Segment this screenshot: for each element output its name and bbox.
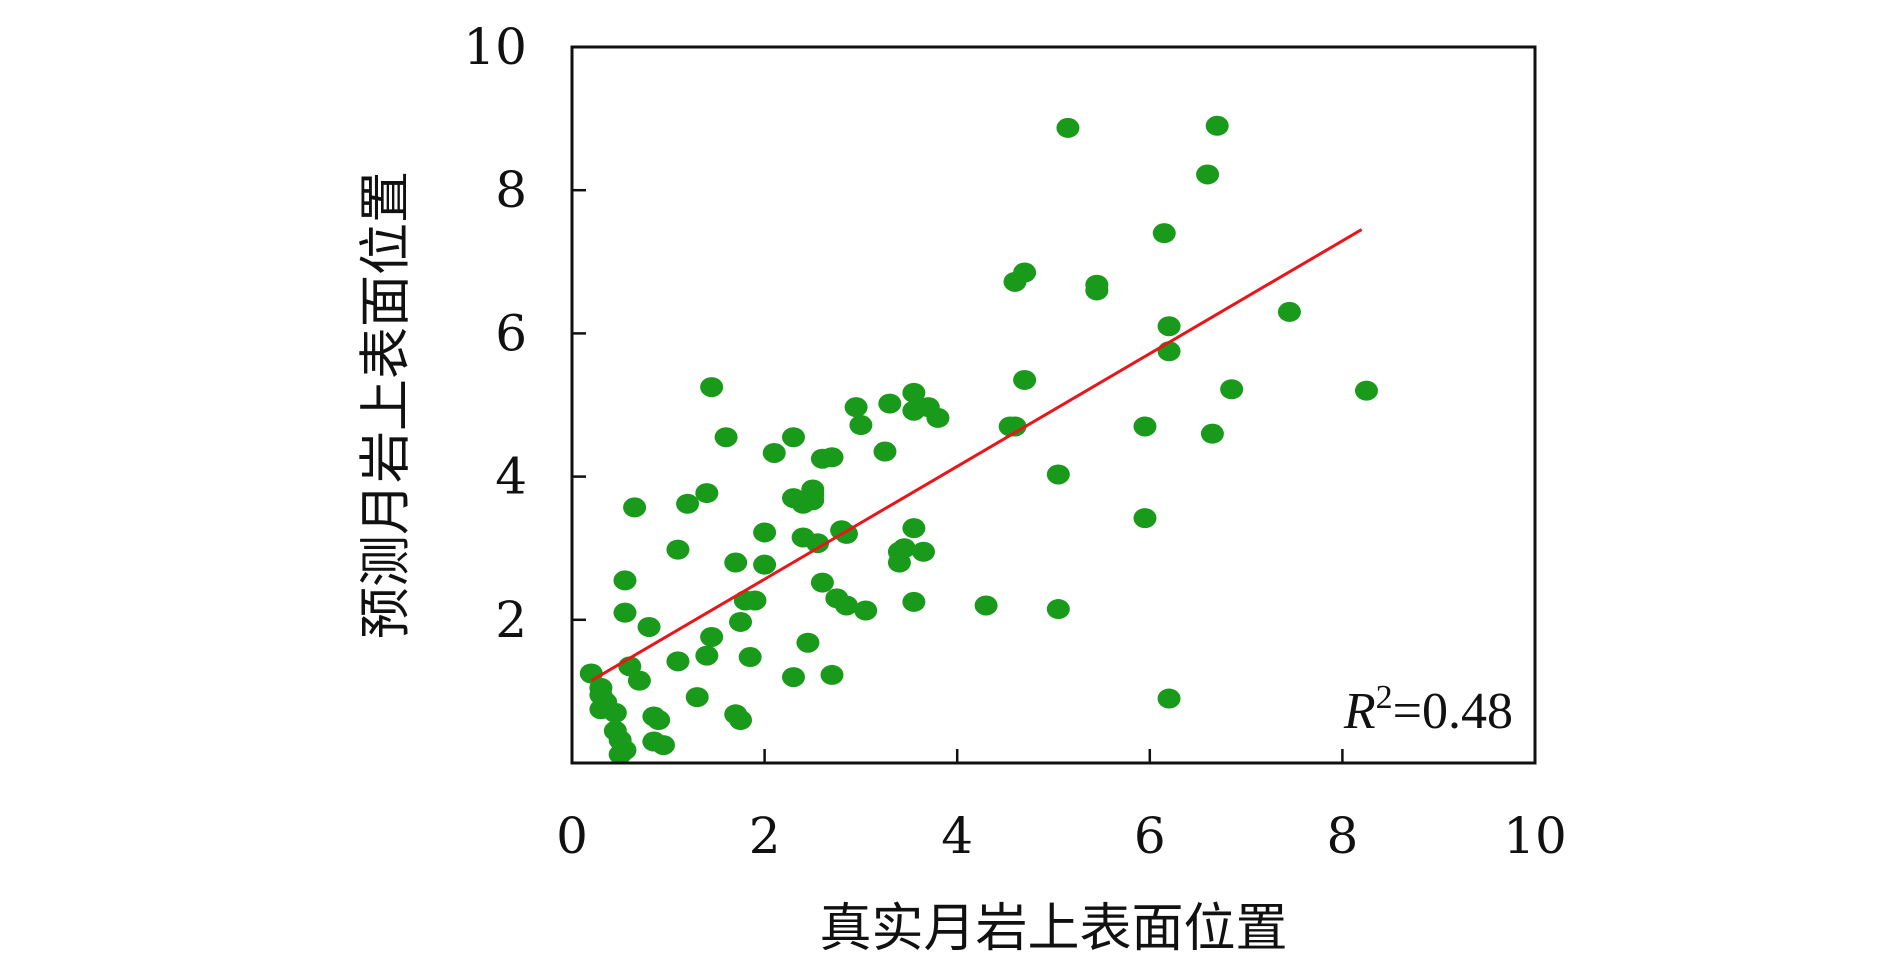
- data-point: [1157, 341, 1181, 362]
- data-point: [695, 645, 719, 666]
- data-point: [613, 570, 637, 591]
- data-point: [627, 670, 651, 691]
- data-point: [1056, 117, 1080, 138]
- data-point: [729, 611, 753, 632]
- y-tick-label: 8: [495, 161, 527, 219]
- data-point: [1013, 262, 1037, 283]
- y-tick-label: 4: [495, 448, 527, 506]
- data-point: [974, 595, 998, 616]
- data-point: [743, 590, 767, 611]
- data-point: [700, 377, 724, 398]
- data-point: [714, 427, 738, 448]
- data-point: [902, 591, 926, 612]
- data-point: [637, 616, 661, 637]
- data-point: [753, 522, 777, 543]
- data-point: [762, 442, 786, 463]
- data-point: [926, 407, 950, 428]
- ticks-layer: [572, 188, 1344, 763]
- data-point: [820, 664, 844, 685]
- x-tick-label: 6: [1134, 807, 1166, 865]
- r-squared-value: =0.48: [1393, 683, 1513, 740]
- data-point: [753, 554, 777, 575]
- data-point: [810, 572, 834, 593]
- data-point: [878, 393, 902, 414]
- r-squared-variable: R: [1343, 683, 1376, 740]
- data-point: [1046, 599, 1070, 620]
- data-point: [806, 533, 830, 554]
- data-point: [738, 647, 762, 668]
- data-point: [647, 710, 671, 731]
- regression-line: [590, 228, 1363, 682]
- data-point: [729, 710, 753, 731]
- data-point: [623, 497, 647, 518]
- x-tick-label: 2: [749, 807, 781, 865]
- data-point: [873, 441, 897, 462]
- data-point: [849, 415, 873, 436]
- data-point: [651, 735, 675, 756]
- data-point: [666, 539, 690, 560]
- data-point: [613, 602, 637, 623]
- data-point: [608, 744, 632, 765]
- y-axis-title: 预测月岩上表面位置: [357, 171, 417, 639]
- data-point: [902, 518, 926, 539]
- tick-labels-layer: 0 2 4 6 8 10 2 4 6 8 10: [463, 18, 1566, 865]
- data-point: [854, 600, 878, 621]
- data-point: [801, 479, 825, 500]
- data-point: [781, 427, 805, 448]
- data-point: [695, 483, 719, 504]
- data-point: [834, 595, 858, 616]
- x-tick-label: 10: [1503, 807, 1567, 865]
- x-tick-label: 8: [1326, 807, 1358, 865]
- data-point: [1152, 223, 1176, 244]
- x-tick-label: 0: [556, 807, 588, 865]
- data-point: [796, 632, 820, 653]
- data-point: [1157, 316, 1181, 337]
- data-point: [1133, 508, 1157, 529]
- data-point: [1196, 164, 1220, 185]
- data-point: [666, 651, 690, 672]
- y-tick-label: 2: [495, 591, 527, 649]
- r-squared-superscript: 2: [1376, 679, 1393, 716]
- y-tick-label: 10: [463, 18, 527, 76]
- data-point: [844, 397, 868, 418]
- data-point: [1013, 369, 1037, 390]
- data-point: [781, 667, 805, 688]
- data-point: [820, 447, 844, 468]
- data-point: [676, 493, 700, 514]
- data-point: [1277, 301, 1301, 322]
- plot-frame: [570, 45, 1537, 765]
- data-point: [1220, 379, 1244, 400]
- data-point: [902, 382, 926, 403]
- data-point: [724, 552, 748, 573]
- r-squared-annotation: R2=0.48: [1343, 679, 1513, 740]
- data-point: [1157, 688, 1181, 709]
- data-point: [1354, 380, 1378, 401]
- data-point: [1205, 115, 1229, 136]
- data-point: [603, 702, 627, 723]
- x-tick-label: 4: [941, 807, 973, 865]
- y-tick-label: 6: [495, 304, 527, 362]
- fit-line-layer: [590, 228, 1363, 682]
- data-point: [685, 687, 709, 708]
- data-point: [1200, 423, 1224, 444]
- data-point: [911, 541, 935, 562]
- data-point: [700, 626, 724, 647]
- data-point: [1085, 280, 1109, 301]
- data-point: [1003, 416, 1027, 437]
- points-layer: [579, 115, 1378, 765]
- data-point: [892, 538, 916, 559]
- data-point: [1046, 464, 1070, 485]
- x-axis-title: 真实月岩上表面位置: [819, 899, 1287, 959]
- data-point: [1133, 416, 1157, 437]
